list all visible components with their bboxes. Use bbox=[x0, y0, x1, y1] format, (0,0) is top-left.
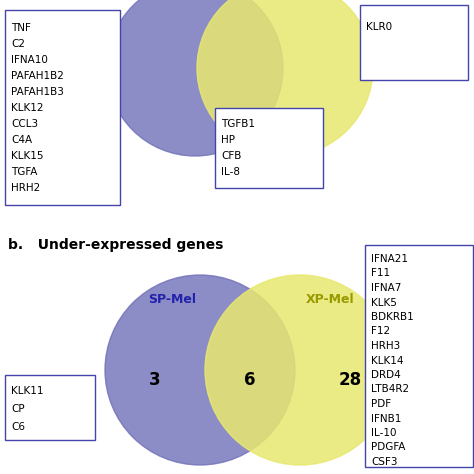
FancyBboxPatch shape bbox=[215, 108, 323, 188]
Text: CCL3: CCL3 bbox=[11, 119, 38, 129]
Text: IFNA10: IFNA10 bbox=[11, 55, 48, 65]
Text: PAFAH1B2: PAFAH1B2 bbox=[11, 71, 64, 81]
Text: KLK11: KLK11 bbox=[11, 386, 44, 396]
Text: HRH2: HRH2 bbox=[11, 183, 40, 193]
Text: IL-8: IL-8 bbox=[221, 167, 240, 177]
Text: HP: HP bbox=[221, 135, 235, 145]
Text: 6: 6 bbox=[244, 371, 256, 389]
Text: TGFA: TGFA bbox=[11, 167, 37, 177]
Text: C6: C6 bbox=[11, 422, 25, 432]
Text: KLK12: KLK12 bbox=[11, 103, 44, 113]
Text: LTB4R2: LTB4R2 bbox=[371, 384, 409, 394]
Text: b.   Under-expressed genes: b. Under-expressed genes bbox=[8, 238, 223, 252]
Text: XP-Mel: XP-Mel bbox=[306, 293, 354, 306]
Text: IFNB1: IFNB1 bbox=[371, 413, 401, 423]
Text: DRD4: DRD4 bbox=[371, 370, 401, 380]
FancyBboxPatch shape bbox=[5, 10, 120, 205]
Text: PDGFA: PDGFA bbox=[371, 443, 405, 453]
Text: IL-10: IL-10 bbox=[371, 428, 396, 438]
Text: KLR0: KLR0 bbox=[366, 22, 392, 32]
Text: CSF3: CSF3 bbox=[371, 457, 398, 467]
Text: BDKRB1: BDKRB1 bbox=[371, 312, 414, 322]
Text: HRH3: HRH3 bbox=[371, 341, 400, 351]
Text: TGFB1: TGFB1 bbox=[221, 119, 255, 129]
Text: C2: C2 bbox=[11, 39, 25, 49]
Text: SP-Mel: SP-Mel bbox=[148, 293, 196, 306]
FancyBboxPatch shape bbox=[365, 245, 473, 467]
Text: 3: 3 bbox=[149, 371, 161, 389]
Text: CFB: CFB bbox=[221, 151, 241, 161]
Text: KLK15: KLK15 bbox=[11, 151, 44, 161]
Text: C4A: C4A bbox=[11, 135, 32, 145]
Text: PAFAH1B3: PAFAH1B3 bbox=[11, 87, 64, 97]
Text: TNF: TNF bbox=[11, 23, 31, 33]
Text: F11: F11 bbox=[371, 268, 390, 279]
Circle shape bbox=[105, 275, 295, 465]
Circle shape bbox=[197, 0, 373, 156]
FancyBboxPatch shape bbox=[360, 5, 468, 80]
Text: 28: 28 bbox=[338, 371, 362, 389]
Circle shape bbox=[205, 275, 395, 465]
Text: IFNA21: IFNA21 bbox=[371, 254, 408, 264]
Circle shape bbox=[107, 0, 283, 156]
Text: CP: CP bbox=[11, 404, 25, 414]
Text: PDF: PDF bbox=[371, 399, 391, 409]
Text: F12: F12 bbox=[371, 327, 390, 337]
Text: KLK14: KLK14 bbox=[371, 356, 403, 365]
FancyBboxPatch shape bbox=[5, 375, 95, 440]
Text: IFNA7: IFNA7 bbox=[371, 283, 401, 293]
Text: KLK5: KLK5 bbox=[371, 298, 397, 308]
